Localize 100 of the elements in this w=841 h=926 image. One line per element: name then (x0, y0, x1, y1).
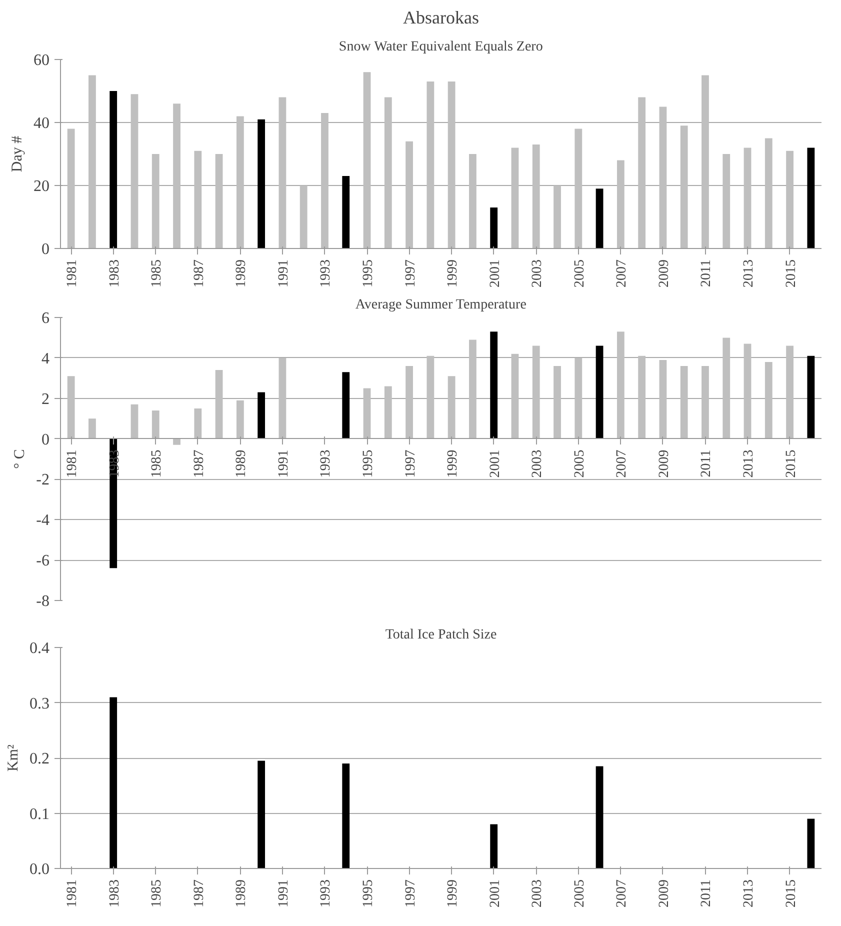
bar (88, 418, 96, 439)
x-tick-label: 2011 (699, 259, 714, 287)
bar (215, 370, 223, 439)
bar (426, 82, 434, 248)
y-tick-label: -2 (36, 472, 50, 489)
bar (321, 113, 328, 248)
bar (532, 346, 540, 439)
bar (744, 148, 752, 248)
y-axis-title: ° C (12, 449, 28, 469)
y-tick-label: 40 (34, 115, 50, 132)
x-tick-label: 2009 (656, 880, 672, 908)
chart-title: Average Summer Temperature (355, 298, 526, 312)
bar (638, 97, 646, 248)
bar (258, 392, 266, 439)
x-tick-label: 1981 (65, 450, 80, 478)
x-tick-label: 1989 (234, 260, 250, 288)
y-tick-label: 20 (34, 178, 50, 195)
chart-title: Total Ice Patch Size (385, 628, 497, 642)
bar (764, 138, 772, 248)
x-tick-label: 2011 (699, 450, 714, 478)
x-tick-label: 1983 (107, 450, 122, 478)
x-tick-label: 2003 (530, 260, 546, 288)
x-tick-label: 2005 (572, 450, 588, 478)
y-tick-label: 0.4 (30, 640, 50, 657)
bar (511, 354, 519, 439)
bar (638, 356, 646, 439)
x-tick-label: 1995 (361, 880, 376, 908)
x-tick-label: 1989 (234, 450, 250, 478)
x-tick-label: 1987 (192, 880, 207, 908)
y-tick-label: 6 (42, 310, 50, 327)
x-tick-label: 2005 (572, 880, 588, 908)
bar (596, 766, 604, 868)
y-tick-label: 0.2 (30, 750, 50, 768)
chart-title: Absarokas (403, 8, 479, 28)
bar (807, 356, 815, 439)
x-tick-label: 2005 (572, 260, 588, 288)
x-tick-label: 2007 (614, 450, 630, 478)
bar (152, 410, 160, 439)
bar (278, 358, 286, 439)
x-tick-label: 1995 (361, 260, 376, 288)
x-tick-label: 1991 (276, 450, 292, 478)
x-tick-label: 2015 (784, 880, 799, 908)
y-tick-label: -6 (36, 552, 50, 570)
x-tick-label: 1993 (318, 260, 334, 288)
x-tick-label: 1981 (65, 260, 80, 288)
bar (680, 126, 688, 248)
bar (67, 128, 75, 248)
bar (130, 404, 138, 439)
bar (722, 338, 730, 439)
x-tick-label: 2003 (530, 880, 546, 908)
bar (194, 408, 202, 439)
bar (342, 176, 350, 248)
bar (616, 332, 624, 439)
bar (194, 150, 202, 248)
x-tick-label: 1983 (107, 260, 122, 288)
y-tick-label: 60 (34, 52, 50, 69)
y-tick-label: 0 (42, 241, 50, 258)
bar (258, 760, 266, 868)
bar (67, 376, 75, 439)
bar (596, 346, 604, 439)
bar (554, 186, 561, 248)
x-tick-label: 2007 (614, 880, 630, 908)
bar (807, 148, 815, 248)
bar (807, 818, 815, 868)
bar (702, 366, 709, 439)
y-tick-label: 0 (42, 431, 50, 448)
bar (130, 94, 138, 248)
bar (236, 400, 244, 439)
bar (258, 119, 266, 248)
bar (406, 141, 413, 248)
x-tick-label: 2009 (656, 450, 672, 478)
bar (490, 208, 498, 248)
y-tick-label: -4 (36, 512, 50, 530)
x-tick-label: 2013 (742, 450, 757, 478)
x-tick-label: 2013 (742, 260, 757, 288)
x-tick-label: 1997 (403, 450, 418, 478)
x-tick-label: 2009 (656, 260, 672, 288)
x-tick-label: 1987 (192, 260, 207, 288)
x-tick-label: 2013 (742, 880, 757, 908)
y-tick-label: 4 (42, 350, 50, 368)
x-tick-label: 1999 (446, 450, 461, 478)
bar (532, 144, 540, 248)
x-tick-label: 1991 (276, 260, 292, 288)
x-tick-label: 1989 (234, 880, 250, 908)
y-tick-label: 2 (42, 390, 50, 408)
bar (236, 116, 244, 248)
x-tick-label: 1985 (150, 260, 165, 288)
x-tick-label: 1997 (403, 260, 418, 288)
x-tick-label: 1993 (318, 880, 334, 908)
x-tick-label: 1993 (318, 450, 334, 478)
bar (659, 360, 667, 439)
bar (88, 75, 96, 248)
bar (384, 386, 392, 439)
bar (448, 82, 456, 248)
y-tick-label: -8 (36, 593, 50, 610)
bar (215, 154, 223, 248)
bar (490, 332, 498, 439)
bar (110, 438, 118, 568)
x-tick-label: 1999 (446, 880, 461, 908)
bar (490, 824, 498, 868)
